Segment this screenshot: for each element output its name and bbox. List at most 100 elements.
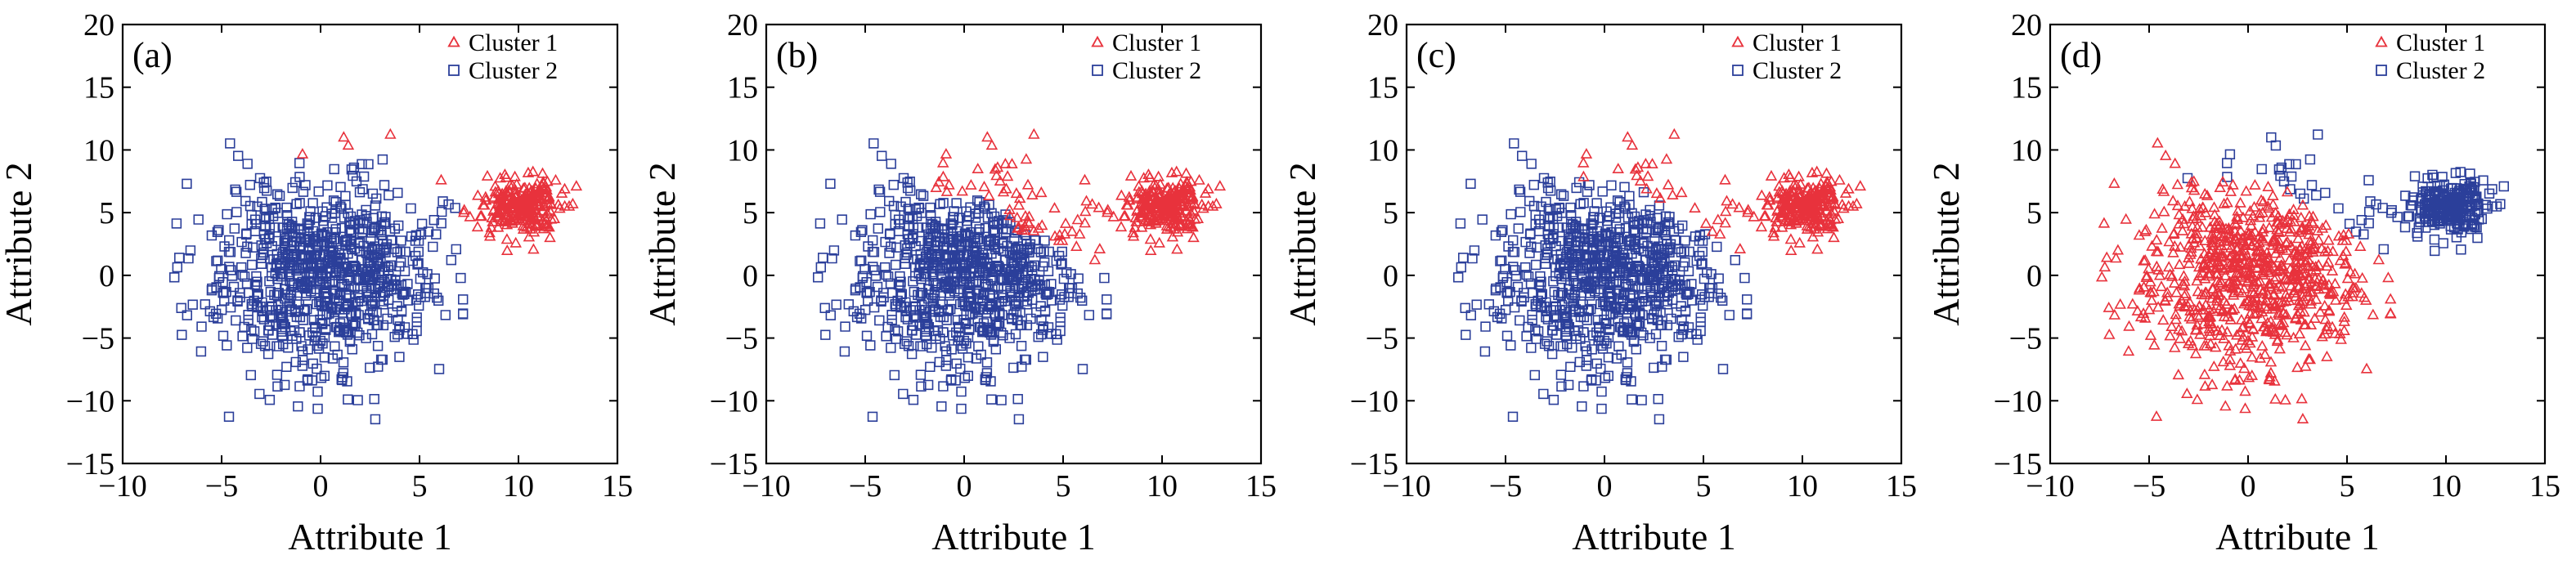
cluster-1-points <box>2095 137 2397 423</box>
x-tick-label: −5 <box>2133 469 2165 504</box>
cluster-2-points <box>1453 138 1752 425</box>
plot-frame <box>2049 23 2547 465</box>
panel-label: (d) <box>2060 35 2102 75</box>
y-tick-label: −15 <box>1994 447 2042 481</box>
legend-marker-triangle <box>1091 35 1104 47</box>
y-tick-label: 15 <box>83 71 114 105</box>
legend-entry-1: Cluster 1 <box>2396 29 2485 56</box>
y-tick-label: 10 <box>727 133 758 168</box>
points-group <box>813 128 1227 425</box>
x-tick-label: 15 <box>1245 469 1277 504</box>
points-group <box>2095 129 2509 423</box>
x-axis-label: Attribute 1 <box>288 516 452 557</box>
cluster-1-points <box>930 128 1227 265</box>
points-group <box>169 128 583 425</box>
x-tick-label: 15 <box>602 469 633 504</box>
x-axis-label: Attribute 1 <box>2215 516 2380 557</box>
y-tick-label: −5 <box>1366 322 1398 356</box>
y-axis-label: Attribute 2 <box>0 162 39 326</box>
y-tick-label: 0 <box>99 259 114 293</box>
x-tick-label: −10 <box>98 469 146 504</box>
legend-entry-1: Cluster 1 <box>1752 29 1842 56</box>
y-tick-label: −15 <box>710 447 758 481</box>
x-axis-label: Attribute 1 <box>1572 516 1736 557</box>
x-axis-label: Attribute 1 <box>931 516 1096 557</box>
y-tick-label: 15 <box>727 71 758 105</box>
y-tick-label: 10 <box>1367 133 1398 168</box>
legend-marker-square <box>1092 65 1103 76</box>
legend-entry-2: Cluster 2 <box>1112 57 1201 84</box>
x-tick-label: 0 <box>957 469 972 504</box>
y-tick-label: 20 <box>2011 8 2042 43</box>
y-tick-label: 5 <box>1383 196 1398 231</box>
legend-marker-square <box>2376 65 2387 76</box>
y-tick-label: 0 <box>743 259 758 293</box>
y-tick-label: −15 <box>1350 447 1398 481</box>
panel-label: (b) <box>776 35 818 75</box>
y-tick-label: 20 <box>83 8 114 43</box>
x-tick-label: 5 <box>1696 469 1712 504</box>
y-axis-label: Attribute 2 <box>641 162 683 326</box>
y-tick-label: 5 <box>99 196 114 231</box>
legend-marker-square <box>1732 65 1744 76</box>
plot-frame <box>765 23 1263 465</box>
x-tick-label: −10 <box>1382 469 1430 504</box>
legend-marker-triangle <box>1731 35 1744 47</box>
y-tick-label: 10 <box>83 133 114 168</box>
cluster-2-points <box>2182 129 2509 257</box>
cluster-2-points <box>813 138 1112 425</box>
cluster-2-points <box>169 138 469 425</box>
x-tick-label: 15 <box>2529 469 2560 504</box>
legend-marker-triangle <box>447 35 460 47</box>
x-tick-label: −10 <box>2026 469 2074 504</box>
x-tick-label: 5 <box>2340 469 2355 504</box>
y-tick-label: −15 <box>66 447 114 481</box>
plot-frame <box>1405 23 1903 465</box>
x-tick-label: 10 <box>1147 469 1178 504</box>
x-tick-label: 10 <box>1787 469 1818 504</box>
y-axis-label: Attribute 2 <box>1281 162 1323 326</box>
legend-marker-triangle <box>2375 35 2388 47</box>
y-tick-label: 15 <box>1367 71 1398 105</box>
y-tick-label: −10 <box>1350 384 1398 419</box>
y-tick-label: −5 <box>725 322 758 356</box>
x-tick-label: 5 <box>412 469 428 504</box>
y-axis-label: Attribute 2 <box>1925 162 1967 326</box>
y-tick-label: 15 <box>2011 71 2042 105</box>
panel-label: (a) <box>132 35 173 75</box>
panel-label: (c) <box>1416 35 1456 75</box>
cluster-1-points <box>296 128 583 255</box>
y-tick-label: 5 <box>2026 196 2042 231</box>
legend-entry-2: Cluster 2 <box>1752 57 1842 84</box>
y-tick-label: 10 <box>2011 133 2042 168</box>
legend-entry-2: Cluster 2 <box>469 57 558 84</box>
legend-entry-2: Cluster 2 <box>2396 57 2485 84</box>
x-tick-label: 10 <box>503 469 534 504</box>
y-tick-label: 5 <box>743 196 758 231</box>
y-tick-label: −5 <box>2009 322 2042 356</box>
y-tick-label: −5 <box>82 322 114 356</box>
x-tick-label: −5 <box>1489 469 1522 504</box>
y-tick-label: 0 <box>1383 259 1398 293</box>
x-tick-label: 0 <box>313 469 329 504</box>
y-tick-label: 20 <box>727 8 758 43</box>
y-tick-label: 0 <box>2026 259 2042 293</box>
x-tick-label: 10 <box>2430 469 2462 504</box>
y-tick-label: −10 <box>1994 384 2042 419</box>
legend-marker-square <box>448 65 460 76</box>
legend-entry-1: Cluster 1 <box>469 29 558 56</box>
x-tick-label: −5 <box>205 469 238 504</box>
y-tick-label: −10 <box>710 384 758 419</box>
x-tick-label: 5 <box>1056 469 1071 504</box>
cluster-1-points <box>1577 128 1867 255</box>
x-tick-label: −10 <box>742 469 790 504</box>
